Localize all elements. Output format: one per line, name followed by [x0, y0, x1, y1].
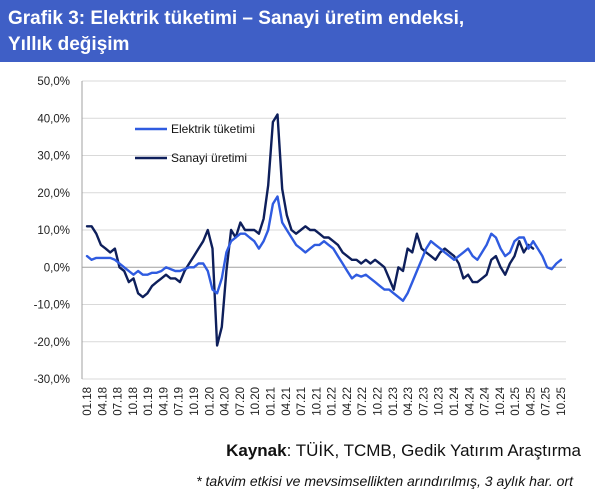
x-tick-label: 07.21 [296, 387, 308, 416]
source-body: : TÜİK, TCMB, Gedik Yatırım Araştırma [286, 441, 581, 460]
x-tick-label: 10.20 [250, 387, 262, 416]
x-tick-label: 01.23 [388, 387, 400, 416]
source-label: Kaynak [226, 441, 287, 460]
x-tick-label: 10.22 [373, 387, 385, 416]
chart-title-line-2: Yıllık değişim [8, 34, 130, 55]
y-tick-label: 40,0% [37, 113, 70, 125]
x-tick-label: 07.23 [418, 387, 430, 416]
x-tick-label: 07.22 [357, 387, 369, 416]
y-tick-label: 0,0% [44, 262, 70, 274]
chart-title-bar: Grafik 3: Elektrik tüketimi – Sanayi üre… [0, 0, 595, 62]
x-tick-label: 04.21 [281, 387, 293, 416]
y-tick-label: 50,0% [37, 76, 70, 88]
x-tick-label: 04.18 [97, 387, 109, 416]
x-tick-label: 01.20 [204, 387, 216, 416]
x-tick-label: 10.25 [556, 387, 568, 416]
x-tick-label: 10.19 [189, 387, 201, 416]
x-tick-label: 10.24 [495, 386, 507, 415]
x-tick-label: 07.24 [480, 386, 492, 415]
x-tick-label: 07.25 [541, 387, 553, 416]
x-tick-label: 01.21 [265, 387, 277, 416]
x-tick-label: 04.24 [464, 386, 476, 415]
x-tick-label: 04.19 [158, 387, 170, 416]
legend-label-elektrik: Elektrik tüketimi [171, 122, 255, 136]
x-tick-label: 10.21 [311, 387, 323, 416]
x-tick-label: 01.24 [449, 386, 461, 415]
x-tick-label: 10.23 [434, 387, 446, 416]
y-tick-label: 10,0% [37, 225, 70, 237]
series-line-elektrik [85, 195, 563, 303]
source-text: Kaynak: TÜİK, TCMB, Gedik Yatırım Araştı… [226, 441, 581, 461]
x-tick-label: 07.20 [235, 387, 247, 416]
x-tick-label: 01.19 [143, 387, 155, 416]
line-chart: -30,0% -20,0% -10,0% 0,0% 10,0% 20,0% 30,0% 40,… [34, 76, 568, 416]
series-line-sanayi [85, 113, 535, 347]
chart-title-line-1: Grafik 3: Elektrik tüketimi – Sanayi üre… [8, 8, 465, 29]
x-tick-label: 07.19 [174, 387, 186, 416]
x-tick-label: 04.23 [403, 387, 415, 416]
x-tick-label: 04.25 [525, 387, 537, 416]
x-tick-label: 07.18 [113, 387, 125, 416]
y-tick-label: -30,0% [34, 374, 70, 386]
footnote: * takvim etkisi ve mevsimsellikten arınd… [196, 473, 573, 489]
y-tick-label: 20,0% [37, 188, 70, 200]
y-tick-label: -10,0% [34, 300, 70, 312]
x-tick-label: 04.22 [342, 387, 354, 416]
y-tick-label: 30,0% [37, 151, 70, 163]
y-tick-label: -20,0% [34, 337, 70, 349]
x-tick-label: 10.18 [128, 387, 140, 416]
x-tick-label: 01.25 [510, 387, 522, 416]
x-tick-label: 04.20 [220, 387, 232, 416]
x-tick-label: 01.18 [82, 387, 94, 416]
legend-label-sanayi: Sanayi üretimi [171, 151, 247, 165]
x-tick-label: 01.22 [327, 387, 339, 416]
